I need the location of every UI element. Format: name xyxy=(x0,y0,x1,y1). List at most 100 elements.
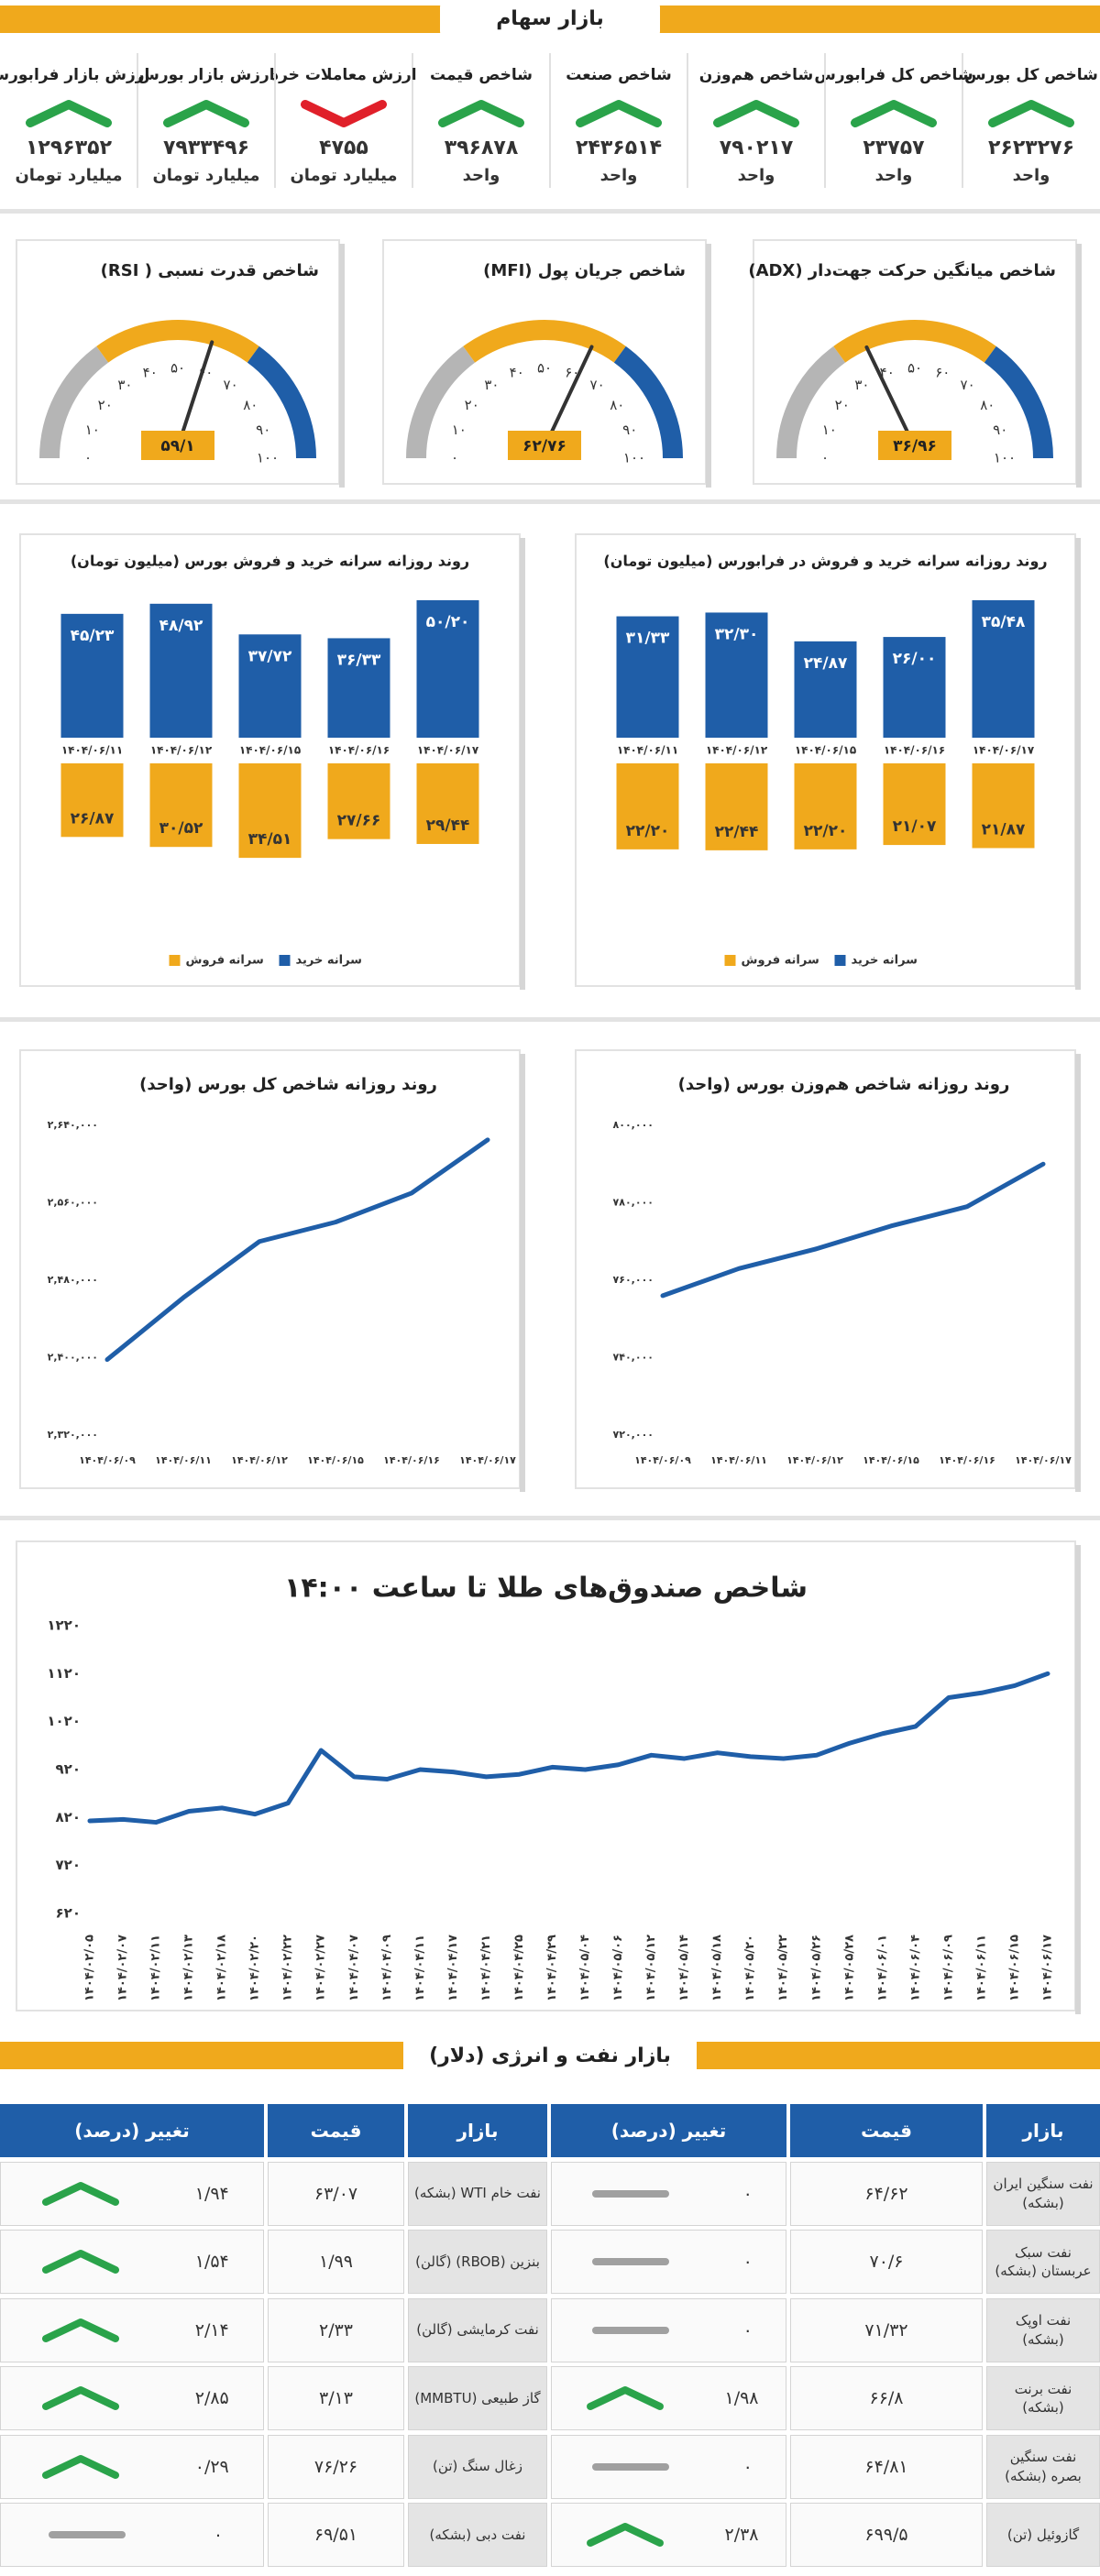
bar-value-label: ۲۱/۰۷ xyxy=(893,817,937,836)
bar-value-label: ۲۲/۴۴ xyxy=(715,823,759,841)
gauge-tick-label: ۰ xyxy=(821,450,829,466)
x-tick-label: ۱۴۰۴/۰۲/۱۳ xyxy=(182,1935,196,2001)
y-tick-label: ۷۸۰,۰۰۰ xyxy=(613,1197,654,1209)
x-tick-label: ۱۴۰۴/۰۵/۱۴ xyxy=(677,1935,691,2001)
chart-panel xyxy=(19,1049,521,1489)
gauge-needle xyxy=(176,340,214,449)
bar xyxy=(705,612,768,738)
x-tick-label: ۱۴۰۴/۰۶/۱۵ xyxy=(239,744,301,757)
chart-title: روند روزانه شاخص هم‌وزن بورس (واحد) xyxy=(678,1075,1010,1094)
gauge-title: شاخص جریان پول (MFI) xyxy=(483,261,686,280)
market-cell: نفت سنگین ایران (بشکه) xyxy=(986,2161,1100,2226)
trend-up xyxy=(163,100,249,127)
card-value: ۲۴۳۶۵۱۴ xyxy=(576,137,662,159)
trend-up xyxy=(988,100,1074,127)
x-tick-label: ۱۴۰۴/۰۴/۱۷ xyxy=(446,1935,460,2001)
card-value: ۷۹۰۲۱۷ xyxy=(720,137,794,159)
x-tick-label: ۱۴۰۴/۰۴/۲۹ xyxy=(545,1935,559,2001)
x-tick-label: ۱۴۰۴/۰۵/۰۴ xyxy=(578,1935,592,2001)
bar-value-label: ۲۱/۸۷ xyxy=(982,820,1026,839)
y-tick-label: ۱۱۲۰ xyxy=(47,1665,81,1682)
gauge-tick-label: ۱۰۰ xyxy=(257,450,279,466)
market-cell: بنزین (RBOB) (گالن) xyxy=(408,2230,547,2294)
bar-value-label: ۴۸/۹۲ xyxy=(160,617,204,635)
trend-up xyxy=(576,100,662,127)
gauge-tick-label: ۳۰ xyxy=(484,377,499,393)
card-unit: واحد xyxy=(738,166,776,185)
x-tick-label: ۱۴۰۴/۰۲/۱۸ xyxy=(215,1935,229,2001)
price-cell: ۲/۳۳ xyxy=(268,2297,404,2362)
trend-icon xyxy=(592,2326,670,2334)
trend-icon xyxy=(42,2318,120,2342)
header-tab xyxy=(403,2034,697,2077)
bar xyxy=(327,763,390,839)
market-cell: نفت برنت (بشکه) xyxy=(986,2366,1100,2430)
x-tick-label: ۱۴۰۴/۰۲/۰۷ xyxy=(116,1935,130,2001)
chart-panel xyxy=(16,1540,1076,2011)
card-unit: واحد xyxy=(875,166,913,185)
panel-shadow xyxy=(520,538,525,990)
change-value: ۰ xyxy=(742,2456,753,2477)
trend-icon xyxy=(586,2523,664,2547)
gauge-tick-label: ۲۰ xyxy=(835,397,850,413)
change-cell: ۰/۲۹ xyxy=(0,2434,264,2499)
bar xyxy=(794,763,857,850)
bar-value-label: ۴۵/۲۳ xyxy=(71,627,115,645)
card-unit: واحد xyxy=(1013,166,1050,185)
change-value: ۲/۱۴ xyxy=(194,2319,229,2340)
bar xyxy=(972,763,1035,849)
x-tick-label: ۱۴۰۴/۰۶/۱۵ xyxy=(795,744,856,757)
table-header: بازار قیمت تغییر (درصد) xyxy=(0,2104,547,2157)
change-cell: ۲/۳۸ xyxy=(551,2503,786,2567)
price-cell: ۷۶/۲۶ xyxy=(268,2434,404,2499)
panel-shadow xyxy=(706,244,711,488)
header-tab xyxy=(440,0,660,38)
y-tick-label: ۲,۶۴۰,۰۰۰ xyxy=(48,1119,98,1131)
table-row: نفت کرمایشی (گالن) ۲/۳۳ ۲/۱۴ xyxy=(0,2297,547,2362)
section-divider xyxy=(0,499,1100,504)
price-cell: ۶۹/۵۱ xyxy=(268,2503,404,2567)
trend-up xyxy=(42,2250,120,2274)
x-tick-label: ۱۴۰۴/۰۶/۱۱ xyxy=(155,1454,212,1466)
table-header: بازار قیمت تغییر (درصد) xyxy=(551,2104,1100,2157)
column-header: تغییر (درصد) xyxy=(0,2104,264,2157)
gauge-tick-label: ۵۰ xyxy=(170,360,185,377)
gauge-tick-label: ۵۰ xyxy=(537,360,552,377)
trend-up xyxy=(586,2523,664,2547)
y-tick-label: ۲,۳۲۰,۰۰۰ xyxy=(48,1429,98,1441)
gauge-zone xyxy=(984,345,1053,459)
change-value: ۱/۵۴ xyxy=(194,2252,229,2272)
market-cell: زغال سنگ (تن) xyxy=(408,2434,547,2499)
market-cell: نفت سنگین بصره (بشکه) xyxy=(986,2434,1100,2499)
table-row: نفت اوپک (بشکه) ۷۱/۳۲ ۰ xyxy=(551,2297,1100,2362)
gauge-tick-label: ۵۰ xyxy=(908,360,922,377)
gauge-tick-label: ۲۰ xyxy=(465,397,479,413)
section-title: بازار نفت و انرژی (دلار) xyxy=(429,2044,671,2067)
chart-title: شاخص صندوق‌های طلا تا ساعت ۱۴:۰۰ xyxy=(284,1573,808,1605)
bar xyxy=(149,763,213,848)
change-cell: ۰ xyxy=(551,2297,786,2362)
x-tick-label: ۱۴۰۴/۰۴/۰۹ xyxy=(380,1935,394,2001)
bar-value-label: ۲۲/۲۰ xyxy=(804,822,848,840)
x-tick-label: ۱۴۰۴/۰۶/۱۲ xyxy=(150,744,213,757)
card-title: ارزش بازار فرابورس xyxy=(0,66,149,84)
trend-up xyxy=(42,2386,120,2410)
card-title: شاخص قیمت xyxy=(430,66,533,84)
market-cell: گاز طبیعی (MMBTU) xyxy=(408,2366,547,2430)
x-tick-label: ۱۴۰۴/۰۲/۰۵ xyxy=(83,1935,97,2001)
bar xyxy=(416,763,479,844)
trend-up xyxy=(42,2181,120,2206)
table-row: نفت خام WTI (بشکه) ۶۳/۰۷ ۱/۹۴ xyxy=(0,2161,547,2226)
x-tick-label: ۱۴۰۴/۰۵/۰۶ xyxy=(611,1935,625,2001)
x-tick-label: ۱۴۰۴/۰۶/۰۹ xyxy=(79,1454,136,1466)
table-row: نفت برنت (بشکه) ۶۶/۸ ۱/۹۸ xyxy=(551,2366,1100,2430)
gauge-value-box xyxy=(141,431,214,460)
change-cell: ۲/۸۵ xyxy=(0,2366,264,2430)
market-cell: نفت خام WTI (بشکه) xyxy=(408,2161,547,2226)
bar xyxy=(616,616,679,738)
price-cell: ۷۱/۳۲ xyxy=(790,2297,983,2362)
panel-shadow xyxy=(1075,538,1081,990)
change-cell: ۱/۹۸ xyxy=(551,2366,786,2430)
bar-value-label: ۳۷/۷۲ xyxy=(248,647,292,665)
bar-value-label: ۲۲/۲۰ xyxy=(626,822,670,840)
